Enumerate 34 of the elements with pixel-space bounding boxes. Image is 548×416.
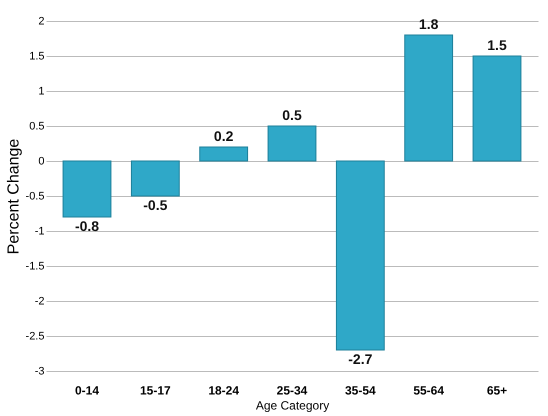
y-axis-title: Percent Change	[6, 138, 23, 254]
y-tick-label: -1	[34, 226, 44, 238]
data-label: -0.5	[143, 197, 168, 213]
y-tick-label: -2	[34, 296, 44, 308]
x-tick-label: 65+	[486, 384, 508, 398]
data-label: -0.8	[74, 218, 100, 234]
data-label: 1.5	[487, 37, 507, 53]
bar	[404, 34, 454, 162]
bar	[472, 56, 522, 162]
y-tick-label: 1.5	[29, 50, 44, 62]
x-tick-label: 25-34	[276, 384, 308, 398]
bar	[336, 160, 385, 350]
data-label: -2.7	[348, 351, 373, 367]
bar	[62, 160, 112, 218]
y-tick-label: 0.5	[29, 120, 44, 132]
y-tick-label: 2	[38, 16, 44, 28]
bar	[199, 146, 248, 162]
x-tick-label: 15-17	[140, 384, 171, 398]
y-tick-label: -0.5	[26, 190, 44, 202]
bar	[130, 160, 180, 196]
data-label: 0.2	[214, 128, 234, 144]
y-tick-label: -3	[34, 366, 44, 378]
y-tick-label: -1.5	[26, 260, 44, 272]
data-label: 1.8	[418, 16, 439, 32]
bar	[268, 126, 316, 162]
x-tick-label: 55-64	[413, 384, 444, 398]
x-axis-title: Age Category	[256, 398, 330, 412]
x-tick-label: 0-14	[74, 384, 100, 398]
y-tick-label: -2.5	[26, 330, 44, 342]
x-tick-label: 18-24	[208, 384, 240, 398]
data-label: 0.5	[282, 107, 302, 123]
y-tick-label: 1	[38, 86, 44, 98]
y-tick-label: 0	[38, 156, 44, 168]
x-tick-label: 35-54	[344, 384, 376, 398]
